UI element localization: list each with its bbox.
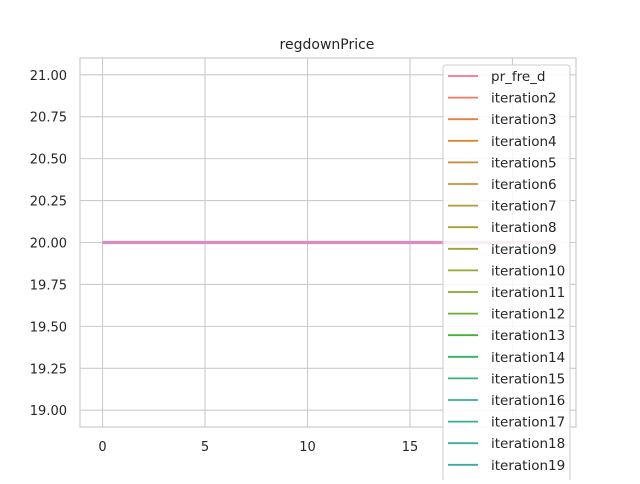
legend-label: iteration17 — [491, 415, 565, 431]
y-tick-label: 20.00 — [30, 237, 67, 252]
x-tick-label: 0 — [98, 440, 106, 455]
legend-label: iteration9 — [491, 242, 557, 258]
legend-label: iteration14 — [491, 350, 565, 366]
y-tick-label: 19.00 — [30, 404, 67, 419]
y-tick-label: 21.00 — [30, 69, 67, 84]
legend-label: iteration15 — [491, 371, 565, 387]
y-tick-label: 20.25 — [30, 195, 67, 210]
y-tick-label: 20.50 — [30, 153, 67, 168]
y-tick-label: 19.75 — [30, 278, 67, 293]
x-tick-label: 15 — [402, 440, 419, 455]
legend-label: pr_fre_d — [491, 69, 546, 85]
y-tick-label: 20.75 — [30, 111, 67, 126]
legend-label: iteration3 — [491, 112, 557, 128]
legend: pr_fre_d iteration2 iteration3 iteration4 it… — [442, 64, 571, 482]
legend-label: iteration2 — [491, 91, 557, 107]
plot-frame — [79, 57, 577, 428]
legend-label: iteration18 — [491, 436, 565, 452]
chart-title: regdownPrice — [280, 37, 375, 53]
legend-label: iteration16 — [491, 393, 565, 409]
legend-label: iteration6 — [491, 177, 557, 193]
y-tick-label: 19.50 — [30, 320, 67, 335]
x-tick-label: 5 — [201, 440, 209, 455]
legend-label: iteration5 — [491, 155, 557, 171]
x-tick-label: 10 — [299, 440, 316, 455]
legend-label: iteration11 — [491, 285, 565, 301]
legend-label: iteration4 — [491, 134, 557, 150]
legend-label: iteration10 — [491, 263, 565, 279]
legend-label: iteration8 — [491, 220, 557, 236]
x-axis-ticks: 0 5 10 15 — [98, 440, 418, 455]
y-axis-ticks: 19.00 19.25 19.50 19.75 20.00 20.25 20.50 20.75… — [30, 69, 67, 419]
legend-label: iteration7 — [491, 199, 557, 215]
legend-label: iteration19 — [491, 458, 565, 474]
y-tick-label: 19.25 — [30, 362, 67, 377]
legend-label: iteration13 — [491, 328, 565, 344]
legend-label: iteration12 — [491, 307, 565, 323]
plot-border — [79, 57, 577, 428]
